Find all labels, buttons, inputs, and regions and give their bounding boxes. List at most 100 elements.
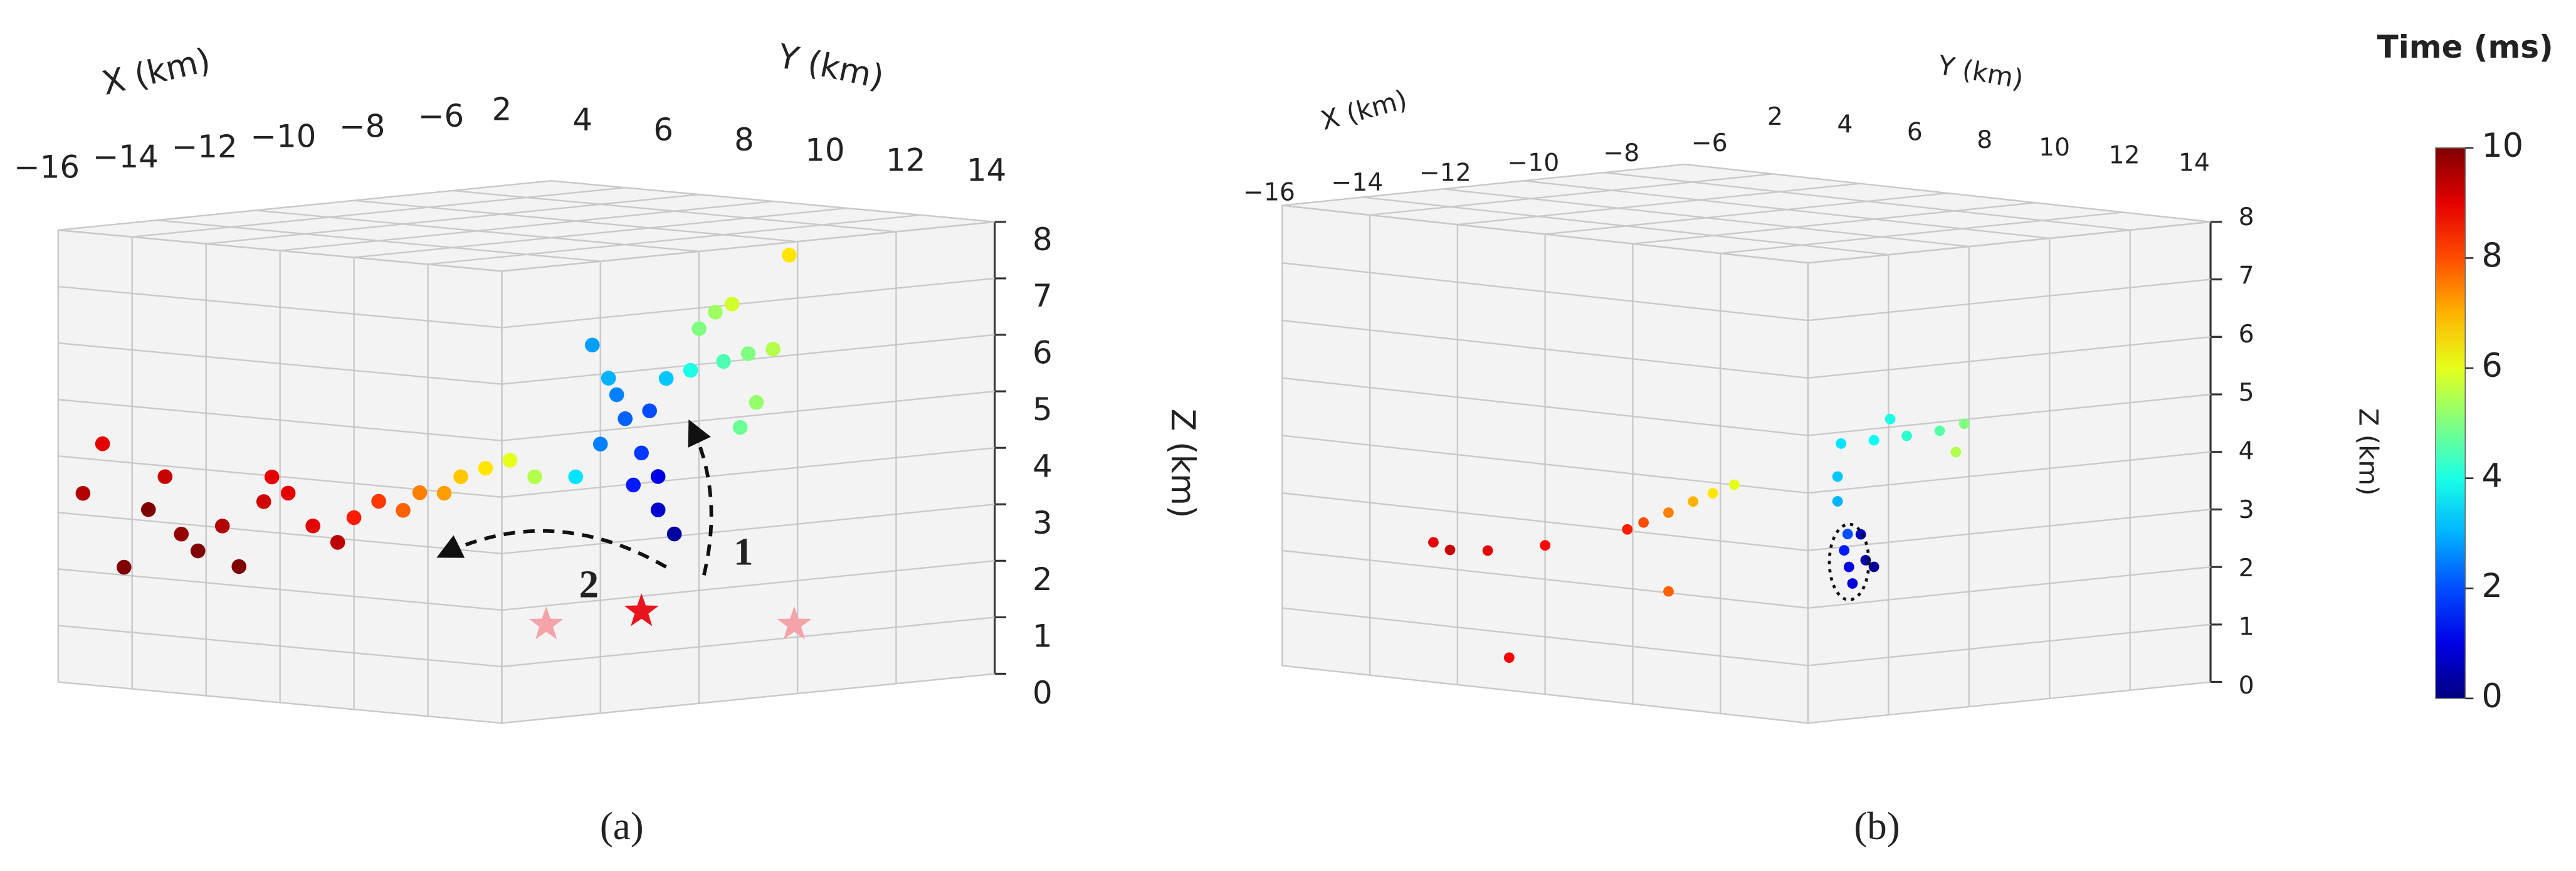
point: [765, 341, 781, 357]
grid-line: [1282, 163, 1685, 206]
z-axis-label: Z (km): [1164, 409, 1202, 519]
point: [1663, 507, 1674, 518]
point: [634, 445, 649, 461]
grid-line: [502, 673, 995, 724]
grid-line: [1457, 182, 1861, 226]
x-tick-label: −10: [250, 119, 316, 155]
x-tick-label: −10: [1507, 149, 1559, 177]
grid-line: [1807, 681, 2211, 724]
grid-line: [1807, 393, 2211, 436]
point: [724, 297, 740, 312]
point: [1868, 561, 1879, 573]
grid-line: [58, 285, 502, 329]
point: [740, 346, 756, 361]
point: [626, 477, 641, 493]
y-tick-label: 4: [1837, 110, 1853, 139]
point: [1958, 418, 1970, 430]
grid-line: [1720, 211, 2123, 255]
grid-line: [1807, 451, 2211, 494]
x-axis-label: X (km): [98, 41, 214, 103]
x-axis-label: X (km): [1318, 84, 1411, 137]
z-tick-label: 5: [1033, 391, 1053, 428]
point: [1622, 524, 1633, 535]
point: [1663, 586, 1674, 597]
x-tick-label: −14: [93, 139, 159, 175]
point: [190, 543, 206, 559]
x-tick-label: −6: [1691, 129, 1728, 157]
colorbar: [2435, 147, 2466, 699]
point: [749, 394, 764, 410]
point: [478, 460, 493, 476]
colorbar-tick-label: 0: [2481, 677, 2502, 715]
point: [618, 411, 633, 426]
caption: (b): [1854, 804, 1900, 848]
y-tick-label: 8: [1977, 126, 1992, 154]
z-tick-label: 2: [1033, 561, 1053, 598]
grid-line: [206, 193, 700, 245]
point: [1503, 652, 1515, 663]
grid-line: [58, 625, 502, 668]
point: [117, 559, 132, 575]
grid-line: [58, 681, 502, 724]
grid-line: [1282, 262, 1809, 322]
grid-line: [1282, 319, 1809, 379]
point: [371, 494, 386, 509]
z-tick-label: 2: [2239, 554, 2254, 583]
z-tick-label: 0: [1033, 675, 1053, 711]
y-tick-label: 10: [2039, 134, 2070, 162]
point: [716, 354, 731, 369]
grid-line: [502, 504, 995, 555]
z-tick-label: 8: [1033, 221, 1053, 258]
grid-line: [1632, 202, 2036, 245]
colorbar-tick-label: 6: [2481, 347, 2502, 385]
z-tick-label: 6: [2239, 320, 2254, 349]
x-tick-label: −8: [1603, 139, 1639, 167]
grid-line: [1807, 278, 2211, 322]
annotation: 1: [733, 529, 753, 573]
z-tick-label: 7: [1033, 278, 1053, 314]
point: [453, 469, 468, 485]
point: [650, 502, 666, 517]
z-tick-label: 4: [2239, 438, 2254, 466]
grid-line: [58, 180, 552, 231]
z-axis-label: Z (km): [2353, 408, 2384, 496]
grid-line: [1807, 221, 2211, 264]
point: [691, 321, 707, 336]
point: [1836, 438, 1847, 449]
colorbar-label: Time (ms): [2377, 29, 2553, 65]
grid-line: [1282, 377, 1809, 436]
point: [642, 403, 657, 418]
grid-line: [502, 616, 995, 668]
point: [1868, 435, 1879, 446]
y-tick-label: 14: [967, 152, 1006, 189]
y-tick-label: 6: [1907, 119, 1923, 147]
z-tick-label: 7: [2239, 261, 2254, 290]
grid-line: [1282, 204, 1809, 264]
y-axis-label: Y (km): [774, 37, 887, 97]
y-tick-label: 12: [2108, 141, 2140, 169]
point: [782, 248, 797, 263]
caption: (a): [600, 804, 644, 848]
point: [140, 502, 156, 517]
point: [436, 485, 452, 501]
grid-line: [58, 455, 502, 498]
point: [683, 362, 698, 378]
y-tick-label: 8: [734, 122, 754, 158]
point: [1728, 479, 1740, 490]
z-tick-label: 1: [1033, 618, 1053, 655]
grid-line: [58, 398, 502, 441]
point: [1842, 529, 1853, 540]
colorbar-tick-label: 2: [2481, 567, 2502, 605]
highlight-ellipse: [1827, 522, 1871, 601]
point: [1934, 425, 1945, 436]
grid-line: [58, 512, 502, 555]
grid-line: [1282, 549, 1809, 609]
point: [609, 387, 624, 403]
grid-line: [1282, 607, 1809, 667]
point: [1428, 537, 1439, 548]
point: [1540, 540, 1551, 551]
x-tick-label: −16: [14, 149, 80, 185]
grid-line: [1282, 665, 1809, 724]
